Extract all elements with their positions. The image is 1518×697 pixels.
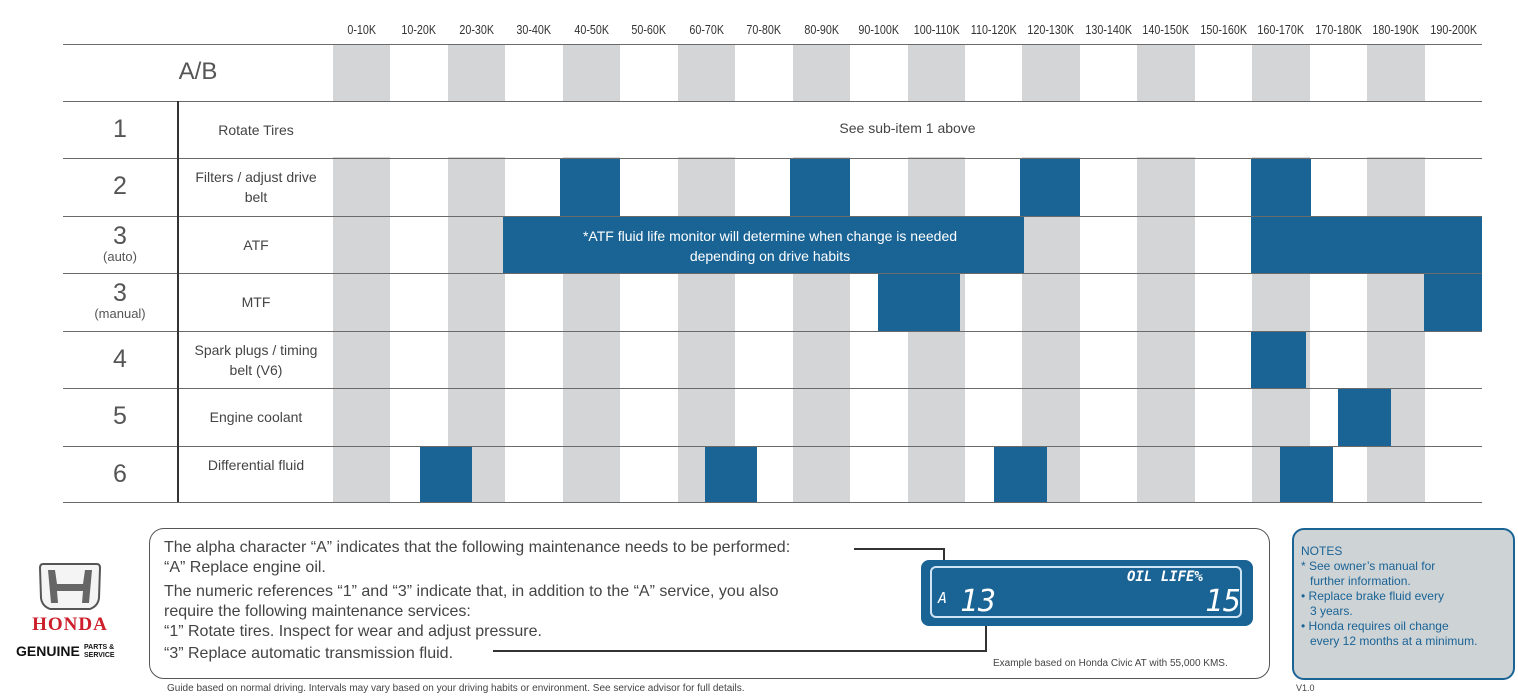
column-header: 90-100K [858, 23, 900, 37]
service-interval-block [994, 447, 1047, 502]
row-divider [63, 388, 1482, 389]
notes-item: further information. [1310, 574, 1411, 588]
connector-line-a [854, 548, 945, 550]
notes-item: • Honda requires oil change [1301, 619, 1449, 633]
column-header: 110-120K [970, 23, 1017, 37]
connector-line-3 [493, 650, 987, 652]
atf-note: *ATF fluid life monitor will determine w… [582, 228, 958, 264]
row-divider [63, 502, 1482, 503]
example-caption: Example based on Honda Civic AT with 55,… [993, 658, 1228, 669]
explanation-line-2: “A” Replace engine oil. [164, 559, 326, 576]
column-header: 40-50K [574, 23, 609, 37]
row-number: 1 [113, 115, 127, 143]
honda-logo: HONDA GENUINE PARTS & SERVICE [12, 560, 128, 665]
maintenance-minder-display [921, 560, 1253, 626]
see-sub-item-note: See sub-item 1 above [839, 120, 976, 136]
svg-text:PARTS &: PARTS & [84, 644, 114, 651]
service-interval-block [705, 447, 757, 502]
notes-item: 3 years. [1310, 604, 1353, 618]
column-header: 80-90K [803, 23, 839, 37]
row-divider [63, 446, 1482, 447]
explanation-line-3: The numeric references “1” and “3” indic… [164, 583, 779, 600]
column-header: 30-40K [516, 23, 552, 37]
row-divider [63, 44, 1482, 45]
row-number: 5 [113, 402, 127, 430]
notes-item: * See owner’s manual for [1301, 559, 1436, 573]
row-divider [63, 158, 1482, 159]
honda-h-icon: HONDA GENUINE PARTS & SERVICE [16, 563, 115, 659]
row-divider [63, 216, 1482, 217]
service-interval-block [1338, 389, 1391, 446]
row-number: 6 [113, 460, 127, 488]
display-code-letter: A [938, 589, 948, 607]
notes-item: • Replace brake fluid every [1301, 589, 1444, 603]
column-divider [177, 101, 179, 502]
column-header: 190-200K [1429, 23, 1477, 37]
explanation-box [149, 528, 1270, 679]
version-label: V1.0 [1296, 683, 1315, 693]
row-divider [63, 101, 1482, 102]
logo-brand-text: HONDA [32, 614, 108, 635]
notes-box [1292, 528, 1515, 680]
service-interval-block [1251, 217, 1482, 273]
explanation-line-1: The alpha character “A” indicates that t… [164, 539, 791, 556]
column-header: 20-30K [459, 23, 494, 37]
row-label: ATF [243, 237, 269, 253]
display-oil-life-label: OIL LIFE% [1127, 569, 1203, 585]
row-divider [63, 273, 1482, 274]
notes-title: NOTES [1301, 544, 1343, 558]
connector-line-3-rise [985, 622, 987, 652]
footer-disclaimer: Guide based on normal driving. Intervals… [167, 683, 745, 694]
row-number: 2 [113, 172, 127, 200]
row-label: Engine coolant [209, 409, 303, 425]
row-label: MTF [241, 294, 271, 310]
explanation-line-4: require the following maintenance servic… [164, 603, 471, 620]
row-number: 4 [113, 345, 127, 373]
column-header: 120-130K [1027, 23, 1075, 37]
row-divider [63, 331, 1482, 332]
row-label: Filters / adjust drive belt [195, 169, 317, 205]
row-number: 3 (manual) [94, 279, 146, 321]
column-header: 180-190K [1372, 23, 1420, 37]
explanation-line-6: “3” Replace automatic transmission fluid… [164, 645, 454, 662]
service-interval-block [420, 447, 472, 502]
service-interval-block [1251, 332, 1306, 388]
service-interval-block [1020, 159, 1080, 216]
column-header: 10-20K [401, 23, 437, 37]
explanation-line-5: “1” Rotate tires. Inspect for wear and a… [164, 623, 542, 640]
row-label: Differential fluid [207, 457, 305, 473]
rotate-tires-band [333, 102, 1482, 157]
column-header: 60-70K [689, 23, 724, 37]
ab-label: A/B [178, 58, 218, 85]
service-interval-block [878, 274, 960, 331]
column-header: 160-170K [1257, 23, 1305, 37]
service-interval-block [790, 159, 850, 216]
logo-genuine-text: GENUINE [16, 643, 80, 659]
row-label: Spark plugs / timing belt (V6) [194, 342, 318, 378]
service-interval-block [1280, 447, 1333, 502]
column-header: 140-150K [1142, 23, 1190, 37]
svg-text:SERVICE: SERVICE [84, 652, 115, 659]
column-header: 100-110K [913, 23, 960, 37]
row-label: Rotate Tires [218, 122, 294, 138]
service-interval-block [1424, 274, 1482, 331]
column-header: 130-140K [1085, 23, 1132, 37]
service-interval-block [560, 159, 620, 216]
display-code-number: 13 [960, 584, 997, 619]
service-interval-block [503, 217, 1024, 273]
maintenance-schedule-grid: 0-10K 10-20K 20-30K 30-40K 40-50K 50-60K 60-70… [63, 23, 1482, 503]
display-oil-life-value: 15 [1205, 584, 1242, 619]
column-header: 150-160K [1200, 23, 1247, 37]
column-header: 70-80K [746, 23, 782, 37]
column-header: 0-10K [347, 23, 377, 37]
row-number: 3 (auto) [103, 222, 137, 264]
column-header: 50-60K [631, 23, 667, 37]
notes-item: every 12 months at a minimum. [1310, 634, 1478, 648]
service-interval-block [1251, 159, 1311, 216]
column-header: 170-180K [1315, 23, 1362, 37]
